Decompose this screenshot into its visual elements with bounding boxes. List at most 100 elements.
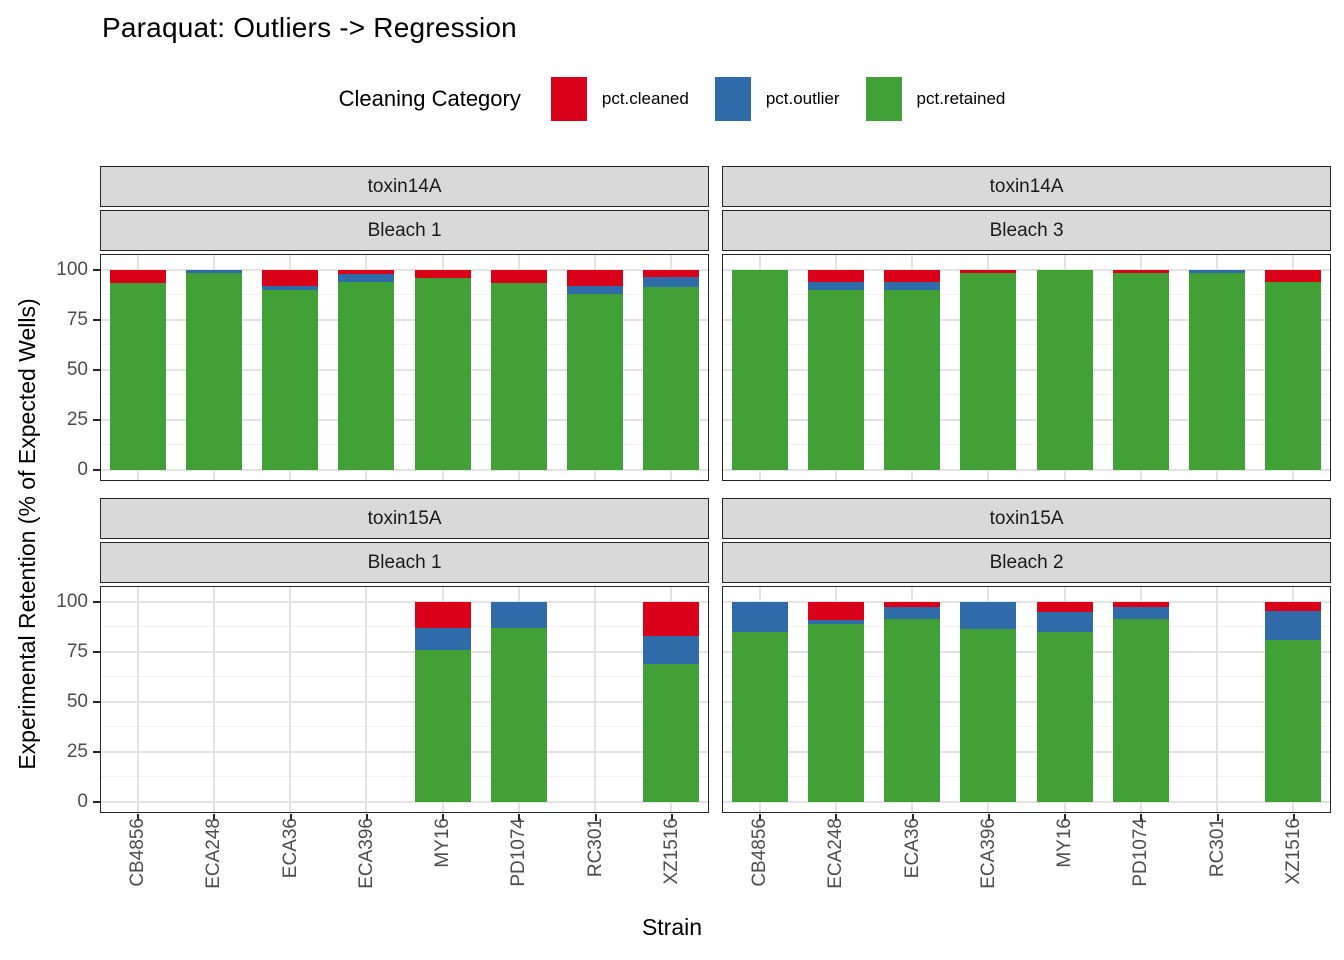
y-axis-tick [93, 469, 100, 471]
gridline [723, 725, 1331, 728]
gridline [723, 750, 1331, 753]
x-axis-tick [1064, 814, 1067, 821]
bar-segment-pct.retained [185, 272, 242, 470]
legend-entries: pct.cleaned pct.outlier pct.retained [550, 77, 1006, 121]
facet-strip-bottom: Bleach 1 [100, 210, 710, 252]
y-tick-label: 100 [56, 259, 88, 280]
bar-segment-pct.retained [884, 289, 941, 470]
bar-segment-pct.cleaned [338, 269, 395, 274]
legend-label: pct.retained [916, 89, 1006, 108]
x-axis-tick [137, 814, 140, 821]
bar-segment-pct.outlier [1265, 610, 1322, 640]
bar-segment-pct.outlier [807, 619, 864, 624]
gridline [723, 318, 1331, 321]
gridline [101, 318, 709, 321]
bar-segment-pct.retained [567, 293, 624, 470]
bar-segment-pct.outlier [643, 276, 700, 287]
facet-panel [722, 254, 1332, 482]
x-axis-tick [1292, 814, 1295, 821]
facet-strip-top: toxin15A [722, 498, 1332, 540]
y-tick-label: 75 [66, 641, 88, 662]
x-tick-label: XZ1516 [660, 818, 682, 885]
bar-segment-pct.retained [1112, 618, 1169, 802]
x-axis-tick [518, 814, 521, 821]
bar-segment-pct.outlier [643, 635, 700, 664]
bar-segment-pct.outlier [262, 285, 319, 290]
bar-segment-pct.retained [490, 627, 547, 802]
bar-segment-pct.retained [262, 289, 319, 470]
bar-segment-pct.cleaned [414, 601, 471, 628]
x-axis-tick [365, 814, 368, 821]
x-axis-tick [911, 814, 914, 821]
gridline [212, 587, 215, 813]
bar-segment-pct.outlier [414, 627, 471, 650]
bar-segment-pct.outlier [884, 606, 941, 619]
x-tick-label: MY16 [432, 818, 454, 868]
gridline [365, 587, 368, 813]
gridline [101, 775, 709, 778]
x-tick-label: RC301 [584, 818, 606, 878]
bar-segment-pct.outlier [1189, 269, 1246, 273]
gridline [723, 675, 1331, 678]
bar-segment-pct.cleaned [1036, 601, 1093, 612]
x-axis-tick [594, 814, 597, 821]
x-tick-label: RC301 [1206, 818, 1228, 878]
x-axis-tick [835, 814, 838, 821]
bar-segment-pct.retained [643, 663, 700, 802]
gridline [101, 293, 709, 296]
x-tick-label: XZ1516 [1282, 818, 1304, 885]
gridline [101, 800, 709, 803]
gridline [723, 600, 1331, 603]
gridline [101, 393, 709, 396]
gridline [101, 268, 709, 271]
bar-segment-pct.outlier [960, 601, 1017, 629]
y-axis-tick [93, 651, 100, 653]
y-tick-label: 0 [77, 791, 88, 812]
bar-segment-pct.cleaned [1112, 601, 1169, 607]
y-axis-tick [93, 269, 100, 271]
gridline [101, 443, 709, 446]
x-axis-tick [987, 814, 990, 821]
facet-panel [100, 254, 710, 482]
gridline [594, 587, 597, 813]
x-axis-title: Strain [641, 914, 703, 940]
legend-title: Cleaning Category [338, 86, 521, 111]
x-axis-tick [1140, 814, 1143, 821]
y-axis-tick [93, 419, 100, 421]
y-tick-label: 50 [66, 359, 88, 380]
y-tick-label: 50 [66, 691, 88, 712]
bar-segment-pct.cleaned [1112, 269, 1169, 273]
x-axis-tick [213, 814, 216, 821]
gridline [101, 675, 709, 678]
facet-strip-top: toxin14A [722, 166, 1332, 208]
bar-segment-pct.cleaned [884, 601, 941, 607]
bar-segment-pct.cleaned [643, 269, 700, 277]
x-tick-label: ECA36 [901, 818, 923, 879]
x-axis-tick [1216, 814, 1219, 821]
bar-segment-pct.cleaned [807, 601, 864, 620]
bar-segment-pct.retained [1265, 281, 1322, 470]
x-axis-tick [670, 814, 673, 821]
gridline [723, 625, 1331, 628]
x-tick-label: CB4856 [749, 818, 771, 887]
bar-segment-pct.outlier [1036, 611, 1093, 632]
legend-label: pct.outlier [765, 89, 840, 108]
gridline [723, 468, 1331, 471]
gridline [101, 343, 709, 346]
x-axis-tick [289, 814, 292, 821]
bar-segment-pct.cleaned [109, 269, 166, 283]
gridline [723, 368, 1331, 371]
gridline [101, 700, 709, 703]
gridline [101, 468, 709, 471]
facet-panel [722, 586, 1332, 814]
x-tick-label: CB4856 [127, 818, 149, 887]
chart-title: Paraquat: Outliers -> Regression [102, 12, 517, 43]
bar-segment-pct.outlier [567, 285, 624, 294]
bar-segment-pct.retained [884, 618, 941, 802]
bar-segment-pct.retained [414, 649, 471, 802]
bar-segment-pct.outlier [338, 273, 395, 282]
gridline [723, 393, 1331, 396]
bar-segment-pct.retained [643, 286, 700, 470]
bar-segment-pct.outlier [807, 281, 864, 290]
